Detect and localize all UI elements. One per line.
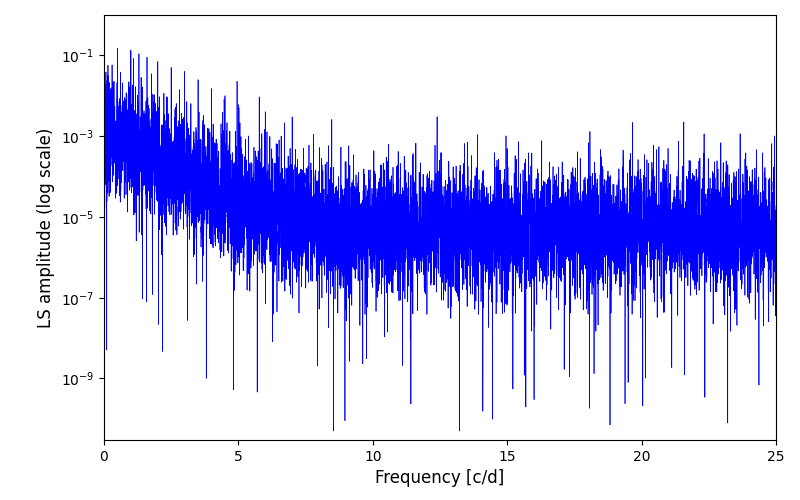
- X-axis label: Frequency [c/d]: Frequency [c/d]: [375, 470, 505, 488]
- Y-axis label: LS amplitude (log scale): LS amplitude (log scale): [38, 128, 55, 328]
